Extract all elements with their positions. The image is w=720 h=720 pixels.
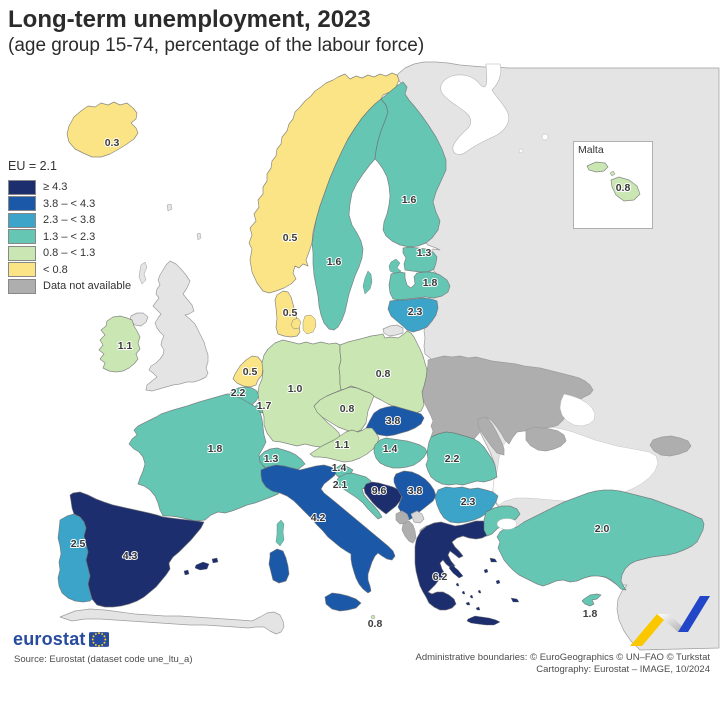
svg-text:0.5: 0.5 (283, 232, 298, 244)
svg-text:1.8: 1.8 (208, 443, 223, 455)
svg-text:1.7: 1.7 (257, 400, 272, 412)
svg-text:0.5: 0.5 (283, 307, 298, 319)
svg-text:1.8: 1.8 (423, 277, 438, 289)
svg-text:2.5: 2.5 (71, 538, 86, 550)
svg-text:1.3: 1.3 (417, 247, 432, 259)
svg-text:4.3: 4.3 (123, 550, 138, 562)
svg-text:3.8: 3.8 (386, 415, 401, 427)
svg-text:1.8: 1.8 (583, 608, 598, 620)
svg-text:2.2: 2.2 (231, 387, 246, 399)
svg-text:2.2: 2.2 (445, 453, 460, 465)
svg-text:1.1: 1.1 (118, 340, 133, 352)
svg-text:0.8: 0.8 (616, 182, 631, 194)
svg-text:0.8: 0.8 (368, 618, 383, 630)
svg-text:2.3: 2.3 (461, 496, 476, 508)
svg-text:1.4: 1.4 (332, 462, 347, 474)
svg-text:2.3: 2.3 (408, 306, 423, 318)
svg-text:1.1: 1.1 (335, 439, 350, 451)
svg-text:2.0: 2.0 (595, 523, 610, 535)
svg-text:1.6: 1.6 (327, 256, 342, 268)
svg-text:1.3: 1.3 (264, 453, 279, 465)
svg-text:1.6: 1.6 (402, 194, 417, 206)
svg-text:9.6: 9.6 (372, 485, 387, 497)
svg-text:1.4: 1.4 (383, 443, 398, 455)
svg-text:0.8: 0.8 (376, 368, 391, 380)
svg-text:3.8: 3.8 (408, 485, 423, 497)
svg-text:4.2: 4.2 (311, 512, 326, 524)
svg-text:6.2: 6.2 (433, 571, 448, 583)
svg-text:1.0: 1.0 (288, 383, 303, 395)
svg-text:0.5: 0.5 (243, 366, 258, 378)
svg-text:0.3: 0.3 (105, 137, 120, 149)
svg-text:0.8: 0.8 (340, 403, 355, 415)
svg-text:2.1: 2.1 (333, 479, 348, 491)
